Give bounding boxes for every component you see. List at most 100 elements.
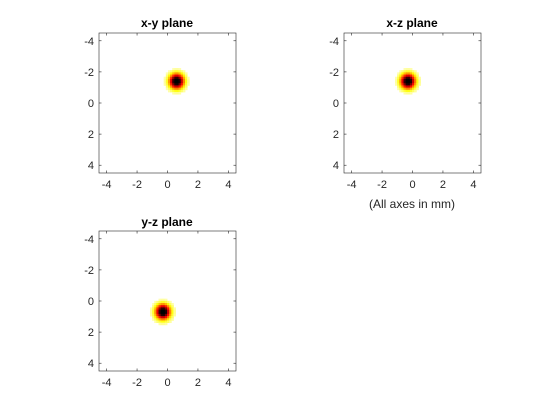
- heatmap-cell: [397, 78, 400, 82]
- heatmap-cell: [414, 87, 417, 91]
- heatmap-cell: [409, 70, 413, 73]
- heatmap-cell: [172, 72, 175, 75]
- heatmap-cell: [167, 85, 171, 88]
- heatmap-cell: [399, 74, 402, 78]
- heatmap-cell: [158, 318, 162, 321]
- y-tick-label: -4: [84, 36, 94, 48]
- heatmap-cell: [405, 89, 409, 93]
- heatmap-cell: [158, 300, 162, 304]
- heatmap-cell: [414, 83, 417, 86]
- y-tick-label: -2: [84, 67, 94, 79]
- heatmap-cell: [405, 83, 409, 86]
- heatmap-cell: [399, 85, 402, 88]
- heatmap-cell: [394, 81, 398, 84]
- heatmap-cell: [154, 311, 157, 315]
- axis-ticks: -4 -2 0 2 4 -4 -2 0 2 4: [84, 231, 236, 389]
- heatmap-cell: [182, 89, 186, 93]
- y-tick-label: -4: [329, 36, 339, 48]
- heatmap-cell: [167, 89, 171, 93]
- heatmap-cell: [154, 303, 157, 306]
- heatmap-cell: [416, 76, 419, 80]
- heatmap-cell: [399, 72, 402, 75]
- heatmap-cell: [169, 318, 172, 321]
- heatmap-cell: [409, 87, 413, 91]
- heatmap-cell: [180, 78, 184, 82]
- x-tick-label: -2: [377, 179, 387, 191]
- heatmap-cell: [187, 83, 190, 86]
- heatmap-cell: [162, 298, 166, 302]
- heatmap-cell: [172, 87, 175, 91]
- heatmap-cell: [162, 313, 166, 317]
- heatmap-cell: [156, 311, 159, 315]
- heatmap-cell: [405, 78, 409, 82]
- heatmap-cell: [405, 87, 409, 91]
- heatmap-cell: [182, 70, 186, 73]
- heatmap-cell: [416, 72, 419, 75]
- heatmap-cell: [185, 83, 188, 86]
- heatmap-cell: [182, 81, 186, 84]
- heatmap-cell: [167, 83, 171, 86]
- heatmap-cell: [167, 87, 171, 91]
- heatmap-cell: [403, 68, 407, 71]
- heatmap-cell: [152, 316, 155, 319]
- heatmap-cell: [165, 87, 169, 91]
- heatmap-cells: [163, 68, 190, 95]
- heatmap-cell: [169, 311, 172, 315]
- heatmap-cell: [180, 72, 184, 75]
- heatmap-cell: [165, 78, 169, 82]
- heatmap-cell: [170, 78, 173, 82]
- heatmap-cell: [174, 87, 177, 91]
- heatmap-cell: [163, 83, 167, 86]
- heatmap-cell: [178, 83, 182, 86]
- heatmap-cell: [180, 81, 184, 84]
- heatmap-cell: [167, 320, 170, 324]
- heatmap-cell: [401, 87, 404, 91]
- heatmap-cell: [176, 89, 180, 93]
- heatmap-cell: [399, 76, 402, 80]
- heatmap-cell: [158, 320, 162, 324]
- y-tick-label: 0: [333, 98, 339, 110]
- heatmap-cell: [416, 85, 419, 88]
- heatmap-cell: [403, 87, 407, 91]
- heatmap-cell: [407, 87, 411, 91]
- heatmap-cell: [412, 76, 415, 80]
- x-tick-label: 2: [195, 179, 201, 191]
- heatmap-cell: [412, 83, 415, 86]
- heatmap-cell: [180, 83, 184, 86]
- heatmap-cell: [164, 322, 168, 326]
- heatmap-cell: [180, 85, 184, 88]
- heatmap-cell: [158, 309, 162, 313]
- heatmap-cell: [409, 76, 413, 80]
- heatmap-cell: [397, 72, 400, 75]
- heatmap-cell: [165, 83, 169, 86]
- heatmap-cell: [167, 316, 170, 319]
- heatmap-cell: [185, 87, 188, 91]
- heatmap-cell: [185, 81, 188, 84]
- x-tick-label: -4: [102, 179, 112, 191]
- heatmap-cell: [180, 70, 184, 73]
- heatmap-cell: [172, 91, 175, 95]
- heatmap-cell: [399, 78, 402, 82]
- heatmap-cell: [167, 74, 171, 78]
- x-tick-label: 0: [164, 179, 170, 191]
- heatmap-cell: [162, 305, 166, 308]
- heatmap-cell: [167, 81, 171, 84]
- heatmap-cell: [399, 81, 402, 84]
- x-tick-label: 0: [409, 179, 415, 191]
- heatmap-cell: [405, 76, 409, 80]
- y-tick-label: -2: [84, 265, 94, 277]
- heatmap-cell: [172, 68, 175, 71]
- heatmap-cell: [403, 81, 407, 84]
- heatmap-cell: [164, 305, 168, 308]
- heatmap-cell: [160, 300, 164, 304]
- heatmap-cell: [162, 320, 166, 324]
- heatmap-cell: [156, 303, 159, 306]
- heatmap-cell: [169, 316, 172, 319]
- heatmap-cell: [164, 316, 168, 319]
- heatmap-cell: [171, 313, 174, 317]
- y-tick-label: -2: [329, 67, 339, 79]
- heatmap-cell: [407, 70, 411, 73]
- heatmap-cell: [178, 78, 182, 82]
- heatmap-cell: [167, 307, 170, 310]
- y-tick-label: 0: [88, 296, 94, 308]
